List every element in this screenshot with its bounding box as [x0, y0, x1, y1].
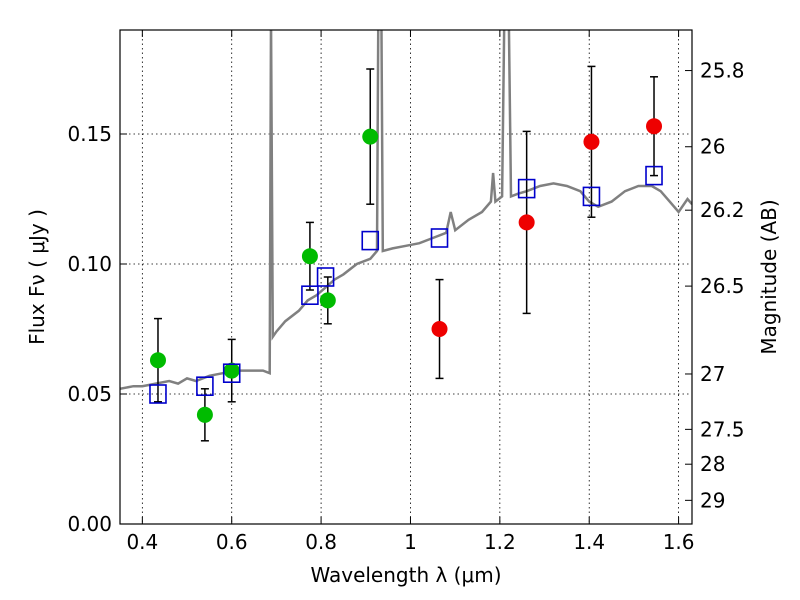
- plot-frame: [119, 29, 693, 525]
- model-point: [149, 384, 167, 404]
- data-point: [301, 248, 318, 265]
- spectrum-line: [120, 30, 692, 391]
- data-point: [646, 118, 663, 135]
- data-point: [196, 406, 213, 423]
- data-point: [583, 133, 600, 150]
- y-tick-label: 0.10: [67, 252, 112, 276]
- x-tick-label: 1.2: [484, 530, 516, 554]
- right-tick-label: 25.8: [700, 59, 745, 83]
- model-point: [645, 165, 663, 186]
- model-point: [301, 285, 319, 306]
- model-point: [316, 267, 335, 287]
- axis-ticks: 0.4 0.6 0.8 1 1.2 1.4 1.6 0.00 0.05 0.10 0.15 25.8 2…: [67, 30, 745, 554]
- y-tick-label: 0.05: [67, 382, 112, 406]
- model-point: [361, 230, 380, 251]
- data-markers: [149, 65, 663, 442]
- right-tick-label: 27.5: [700, 417, 745, 441]
- right-tick-label: 29: [700, 488, 725, 512]
- data-point: [223, 362, 240, 379]
- model-point: [517, 178, 536, 199]
- x-tick-label: 1.4: [573, 530, 605, 554]
- x-tick-label: 0.4: [126, 530, 158, 554]
- right-tick-label: 27: [700, 362, 725, 386]
- right-tick-label: 26.2: [700, 198, 745, 222]
- data-point: [518, 214, 535, 231]
- data-point: [362, 128, 379, 145]
- model-spectrum: [120, 30, 692, 391]
- x-tick-label: 1: [404, 530, 417, 554]
- model-point: [222, 363, 241, 384]
- right-tick-label: 26.5: [700, 274, 745, 298]
- model-point: [582, 186, 601, 207]
- data-point: [319, 292, 336, 309]
- model-point: [196, 376, 214, 397]
- data-point: [149, 352, 166, 369]
- model-point: [430, 228, 449, 248]
- y-axis-label: Flux Fν ( μJy ): [25, 209, 49, 345]
- right-tick-label: 26: [700, 135, 725, 159]
- right-axis-label: Magnitude (AB): [757, 199, 781, 354]
- x-tick-label: 0.8: [305, 530, 337, 554]
- x-tick-label: 1.6: [663, 530, 695, 554]
- y-tick-label: 0.00: [67, 512, 112, 536]
- x-axis-label: Wavelength λ (μm): [310, 563, 501, 587]
- data-point: [431, 321, 448, 337]
- right-tick-label: 28: [700, 452, 725, 476]
- x-tick-label: 0.6: [216, 530, 248, 554]
- y-tick-label: 0.15: [67, 122, 112, 146]
